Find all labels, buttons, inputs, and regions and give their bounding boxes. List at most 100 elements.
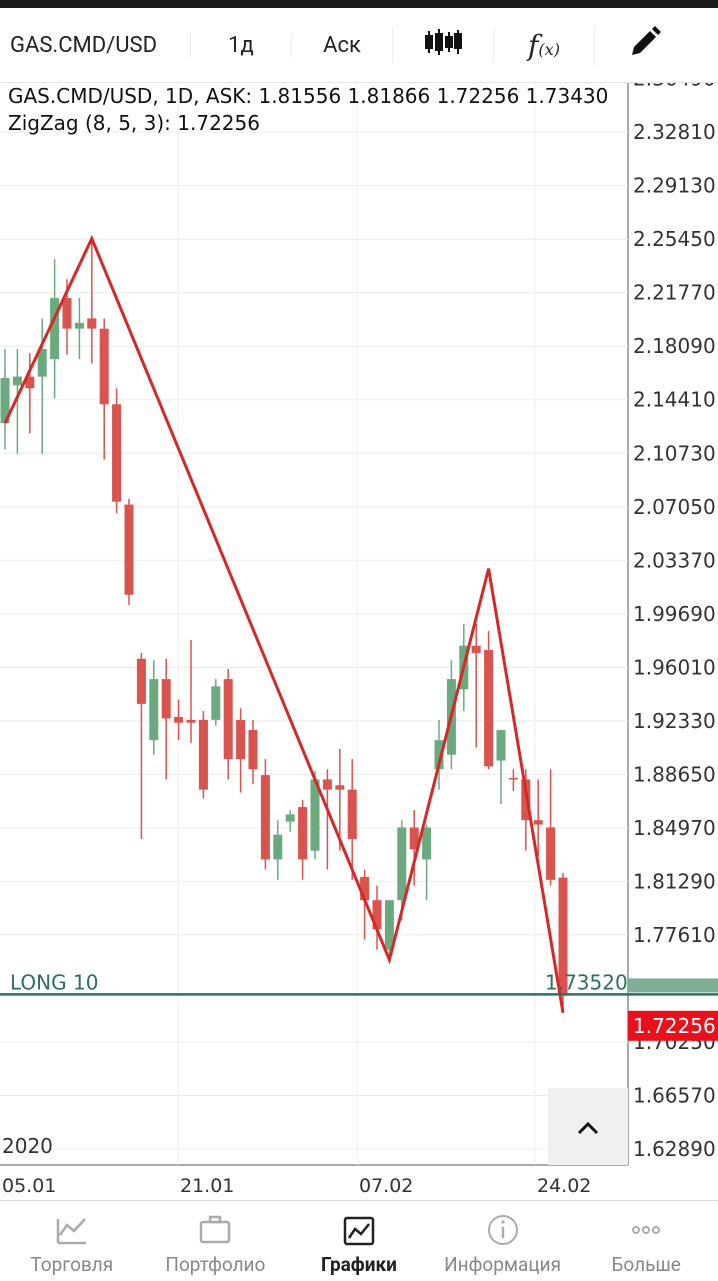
candle-body xyxy=(546,827,556,880)
candle-body xyxy=(248,730,258,770)
nav-icon xyxy=(200,1215,231,1244)
candle-body xyxy=(124,504,134,595)
y-tick-label: 2.21770 xyxy=(633,281,716,305)
x-tick-label: 07.02 xyxy=(359,1175,413,1197)
price-chart: GAS.CMD/USD, 1D, ASK: 1.81556 1.81866 1.… xyxy=(0,83,718,1197)
candle-body xyxy=(136,658,146,704)
y-tick-label: 2.36490 xyxy=(633,83,716,91)
legend-line: GAS.CMD/USD, 1D, ASK: 1.81556 1.81866 1.… xyxy=(8,84,608,108)
candle-body xyxy=(273,834,283,860)
zigzag-line xyxy=(3,234,565,1014)
nav-label: Графики xyxy=(321,1253,397,1276)
candle-body xyxy=(236,719,246,760)
candle-body xyxy=(322,779,332,790)
y-tick-label: 2.10730 xyxy=(633,441,716,465)
candle-body xyxy=(62,298,72,329)
y-tick-label: 1.96010 xyxy=(633,655,716,679)
candle-body xyxy=(558,877,568,996)
nav-item[interactable]: Больше xyxy=(574,1201,718,1281)
candle-body xyxy=(12,376,22,386)
nav-label: Больше xyxy=(611,1253,681,1276)
nav-item[interactable]: Торговля xyxy=(0,1201,144,1281)
candle-body xyxy=(74,322,84,329)
draw-button[interactable] xyxy=(594,25,695,65)
candle-body xyxy=(434,740,444,770)
candle-body xyxy=(0,378,10,424)
y-tick-label: 2.03370 xyxy=(633,548,716,572)
candle-body xyxy=(384,900,394,950)
nav-item[interactable]: Графики xyxy=(287,1201,431,1281)
position-label: LONG 10 xyxy=(10,970,98,994)
nav-label: Портфолио xyxy=(165,1253,266,1276)
y-tick-label: 1.92330 xyxy=(633,709,716,733)
symbol-selector[interactable]: GAS.CMD/USD xyxy=(10,32,158,58)
candle-body xyxy=(484,650,494,767)
year-label: 2020 xyxy=(2,1134,53,1158)
candle-body xyxy=(161,679,171,719)
chevron-up xyxy=(577,1121,599,1135)
chart-type-button[interactable] xyxy=(392,27,493,63)
candle-body xyxy=(347,789,357,840)
y-tick-label: 2.18090 xyxy=(633,334,716,358)
candle-body xyxy=(186,719,196,723)
candle-body xyxy=(25,376,35,389)
x-tick-label: 21.01 xyxy=(180,1175,234,1197)
candle-body xyxy=(112,404,122,502)
candle-body xyxy=(149,679,159,741)
nav-icon xyxy=(56,1218,86,1245)
y-tick-label: 1.88650 xyxy=(633,762,716,786)
pencil-icon xyxy=(632,26,661,55)
candle-body xyxy=(409,827,419,850)
candle-body xyxy=(260,775,270,860)
status-bar xyxy=(0,0,718,8)
y-tick-label: 1.99690 xyxy=(633,602,716,626)
candle-body xyxy=(99,328,109,405)
y-tick-label: 1.66570 xyxy=(633,1083,716,1107)
candle-body xyxy=(37,348,47,377)
candle-body xyxy=(521,779,531,821)
candle-body xyxy=(360,876,370,901)
candle-body xyxy=(50,298,60,360)
indicators-button[interactable]: f(x) xyxy=(493,28,594,62)
last-price-tag xyxy=(628,1010,718,1041)
nav-icon xyxy=(632,1226,661,1234)
x-tick-label: 24.02 xyxy=(537,1175,591,1197)
scroll-top-button[interactable] xyxy=(548,1088,628,1165)
y-tick-label: 2.14410 xyxy=(633,388,716,412)
y-tick-label: 2.29130 xyxy=(633,174,716,198)
candle-body xyxy=(174,716,184,723)
candle-body xyxy=(211,686,221,720)
candle-body xyxy=(372,900,382,930)
candle-body xyxy=(335,785,345,790)
candle-body xyxy=(471,645,481,653)
candle-body xyxy=(87,318,97,329)
nav-item[interactable]: Информация xyxy=(431,1201,575,1281)
period-selector[interactable]: 1д xyxy=(190,32,291,58)
candle-body xyxy=(198,719,208,790)
nav-label: Информация xyxy=(444,1253,562,1276)
y-tick-label: 2.32810 xyxy=(633,120,716,144)
candle-body xyxy=(298,807,308,860)
candle-body xyxy=(397,827,407,901)
last-price-label: 1.72256 xyxy=(633,1014,716,1038)
nav-icon xyxy=(487,1215,518,1245)
nav-label: Торговля xyxy=(30,1253,114,1276)
bottom-nav: Торговля Портфолио Графики Информация Больше xyxy=(0,1200,718,1281)
toolbar: GAS.CMD/USD 1д Аск f(x) xyxy=(0,8,718,83)
nav-item[interactable]: Портфолио xyxy=(144,1201,288,1281)
price-type-selector[interactable]: Аск xyxy=(291,32,392,58)
y-tick-label: 1.81290 xyxy=(633,869,716,893)
candle-body xyxy=(496,730,506,761)
candle-body xyxy=(223,679,233,760)
candle-body xyxy=(285,814,295,822)
nav-icon xyxy=(343,1216,375,1246)
candle-body xyxy=(422,827,432,860)
y-tick-label: 1.77610 xyxy=(633,923,716,947)
x-tick-label: 05.01 xyxy=(2,1175,56,1197)
y-tick-label: 2.25450 xyxy=(633,227,716,251)
position-price: 1.73520 xyxy=(545,970,628,994)
candles-icon xyxy=(425,29,462,55)
candle-body xyxy=(508,778,518,780)
indicator-line: ZigZag (8, 5, 3): 1.72256 xyxy=(8,111,260,135)
